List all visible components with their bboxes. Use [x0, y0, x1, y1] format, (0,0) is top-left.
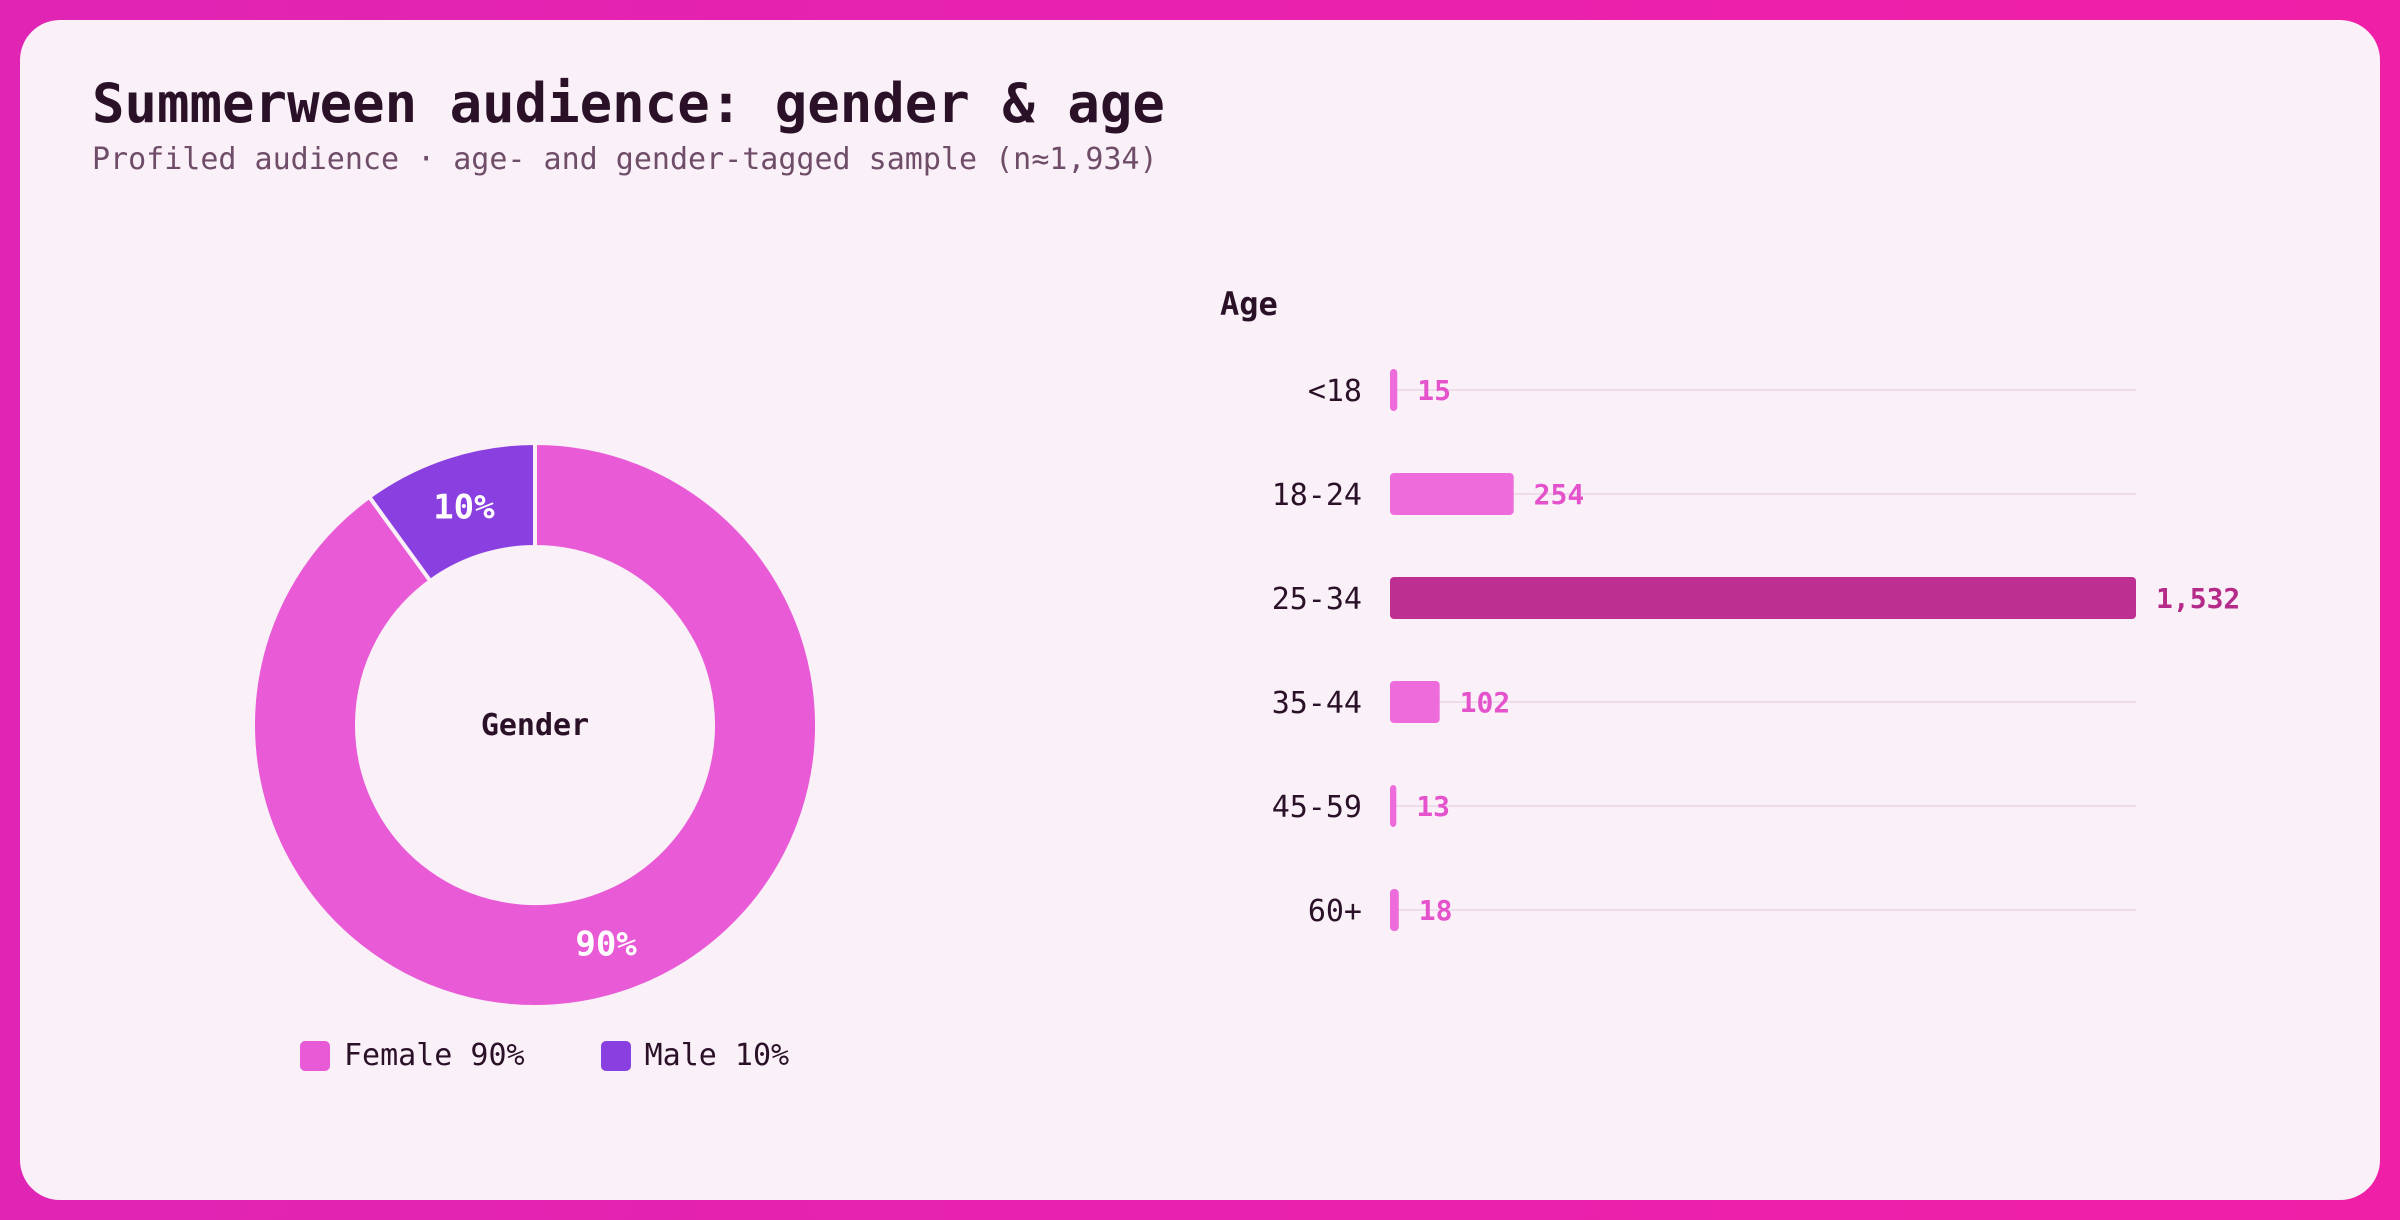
age-category-label: 25-34 [1272, 582, 1362, 617]
chart-subtitle: Profiled audience · age- and gender-tagg… [92, 142, 1158, 177]
gender-legend: Female 90% Male 10% [300, 1038, 789, 1073]
chart-title: Summerween audience: gender & age [92, 72, 1165, 135]
legend-swatch-female [300, 1040, 330, 1071]
age-chart-title: Age [1220, 285, 1278, 323]
age-bar [1390, 577, 2136, 619]
age-category-label: 18-24 [1272, 478, 1362, 513]
donut-slice-female [251, 440, 819, 1009]
age-category-label: <18 [1308, 374, 1362, 409]
age-bar [1390, 785, 1397, 827]
donut-slice-label-female: 90% [575, 925, 637, 965]
age-category-label: 45-59 [1272, 790, 1362, 825]
legend-item-female: Female 90% [300, 1038, 525, 1073]
age-bar [1390, 369, 1398, 411]
donut-center-label: Gender [481, 708, 589, 743]
age-value-label: 15 [1417, 374, 1451, 407]
legend-label-male: Male 10% [644, 1038, 790, 1073]
chart-card: Summerween audience: gender & age Profil… [20, 20, 2380, 1200]
age-bar-chart: Age <18 15 18-24 254 25-34 1,532 35-44 102 45-59 1… [1220, 285, 2240, 931]
age-value-label: 102 [1460, 686, 1511, 719]
legend-swatch-male [600, 1040, 631, 1071]
age-value-label: 1,532 [2156, 582, 2240, 615]
age-bar [1390, 473, 1514, 515]
age-category-label: 60+ [1308, 894, 1362, 929]
legend-label-female: Female 90% [344, 1038, 525, 1073]
age-bar [1390, 889, 1399, 931]
age-value-label: 254 [1534, 478, 1585, 511]
legend-item-male: Male 10% [600, 1038, 790, 1073]
age-value-label: 13 [1416, 790, 1450, 823]
age-value-label: 18 [1419, 894, 1453, 927]
age-category-label: 35-44 [1272, 686, 1362, 721]
gender-donut-chart: 90% 10% Gender [251, 440, 819, 1009]
age-bar [1390, 681, 1440, 723]
donut-slice-male [366, 440, 537, 584]
donut-slice-label-male: 10% [433, 487, 495, 527]
